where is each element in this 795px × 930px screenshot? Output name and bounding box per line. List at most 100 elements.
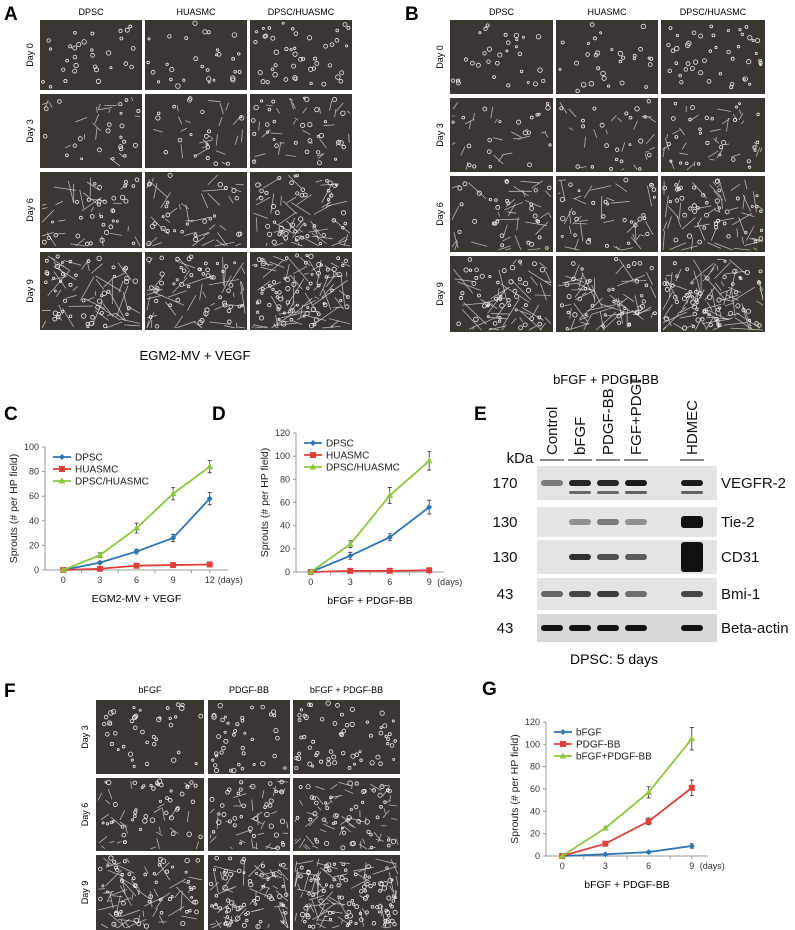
sprout: [53, 271, 67, 289]
sprout: [621, 247, 634, 251]
sprout: [303, 299, 316, 307]
cell: [109, 741, 114, 746]
sprout: [146, 237, 158, 247]
protein-band: [569, 554, 591, 560]
sprout: [308, 815, 319, 827]
sprout: [213, 865, 237, 873]
sprout: [168, 906, 185, 917]
sprout: [120, 873, 126, 895]
cell: [123, 840, 127, 844]
cell: [106, 779, 112, 786]
cell: [146, 241, 152, 247]
cell: [385, 866, 389, 870]
cell: [228, 923, 232, 927]
cell: [468, 268, 473, 272]
cell: [473, 316, 479, 323]
cell: [331, 96, 338, 103]
sprout: [646, 185, 653, 207]
sprout: [91, 263, 103, 274]
micrograph: [96, 700, 204, 774]
y-tick-label: 0: [535, 851, 540, 861]
cell: [308, 817, 313, 822]
sprout: [451, 206, 460, 220]
cell: [273, 832, 280, 838]
cell: [79, 215, 83, 220]
sprout: [232, 117, 240, 125]
sprout: [573, 303, 588, 323]
sprout: [209, 834, 212, 839]
cell: [194, 761, 198, 766]
micrograph: [250, 20, 352, 90]
sprout: [149, 891, 153, 908]
sprout: [321, 201, 332, 208]
cell: [220, 717, 225, 723]
cell: [155, 286, 160, 291]
sprout: [606, 197, 615, 202]
cell: [179, 791, 185, 797]
cell: [482, 106, 488, 112]
sprout: [321, 184, 333, 204]
sprout: [712, 181, 717, 186]
sprout: [95, 279, 105, 290]
sprout: [570, 318, 576, 330]
x-axis-title: EGM2-MV + VEGF: [92, 593, 182, 605]
cell: [311, 924, 316, 929]
cell: [495, 219, 500, 224]
sprout: [55, 200, 64, 206]
cell: [63, 79, 68, 84]
cell: [368, 883, 373, 889]
sprout: [662, 146, 666, 150]
data-point: [645, 788, 653, 795]
cell: [385, 788, 390, 793]
cell: [324, 275, 329, 279]
sprout: [725, 294, 739, 301]
sprout: [92, 122, 101, 132]
cell: [124, 275, 130, 282]
cell: [293, 140, 298, 145]
data-point: [133, 524, 140, 531]
sprout: [348, 133, 350, 143]
sprout: [337, 875, 342, 885]
cell: [167, 897, 172, 902]
sprout: [215, 134, 218, 146]
sprout: [736, 228, 739, 238]
sprout: [728, 268, 737, 299]
cell: [115, 867, 120, 872]
cell: [113, 910, 119, 916]
cell: [138, 708, 142, 712]
cell: [260, 291, 264, 295]
cell: [319, 759, 324, 764]
cell: [491, 221, 496, 226]
cell: [451, 120, 455, 124]
sprout: [574, 239, 579, 251]
cell: [607, 288, 611, 292]
sprout: [251, 325, 255, 329]
cell: [97, 199, 102, 204]
cell: [154, 880, 158, 884]
column-header: DPSC: [489, 7, 515, 17]
sprout: [756, 300, 764, 306]
cell: [614, 157, 619, 162]
cell: [41, 239, 47, 245]
sprout: [337, 916, 352, 926]
cell: [184, 36, 189, 40]
cell: [279, 818, 286, 824]
sprout: [107, 869, 124, 878]
cell: [614, 257, 619, 262]
sprout: [333, 873, 348, 878]
cell: [159, 897, 163, 902]
cell: [90, 315, 95, 320]
sprout: [626, 220, 640, 233]
cell: [231, 767, 237, 774]
cell: [268, 798, 274, 804]
cell: [690, 105, 695, 110]
sprout: [510, 318, 517, 325]
cell: [459, 202, 464, 207]
cell: [115, 219, 119, 223]
cell: [463, 267, 469, 273]
y-tick-label: 120: [275, 428, 290, 438]
sprout: [367, 846, 376, 850]
data-point: [688, 842, 695, 849]
cell: [599, 122, 605, 128]
sprout: [325, 910, 343, 914]
